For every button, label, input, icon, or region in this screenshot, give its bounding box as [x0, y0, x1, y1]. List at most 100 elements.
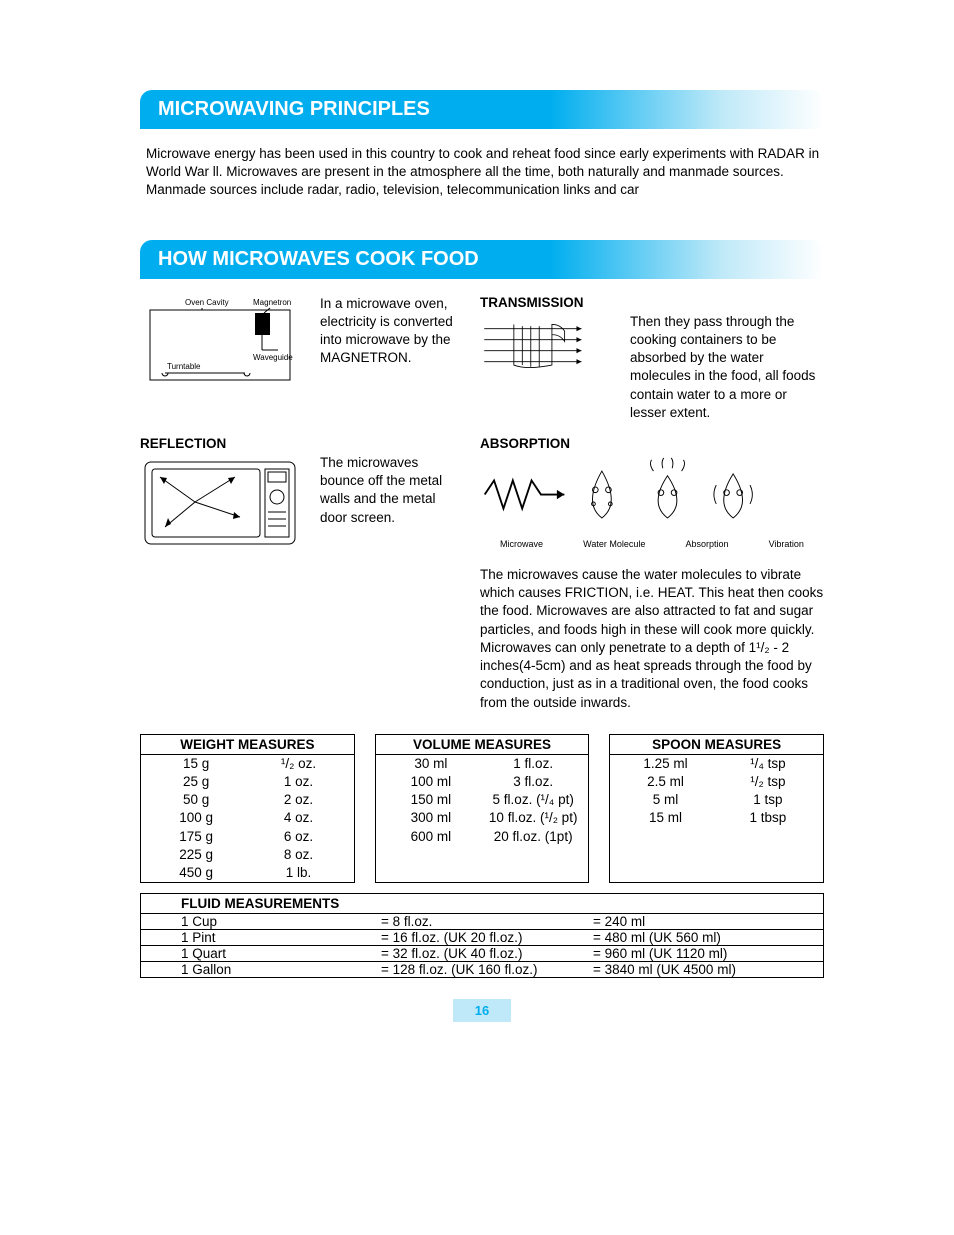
row-magnetron-transmission: Oven Cavity Magnetron Waveguide Turntabl… [140, 295, 824, 422]
table-cell: 150 ml [380, 791, 482, 809]
table-cell: = 240 ml [593, 914, 783, 929]
table-cell: = 480 ml (UK 560 ml) [593, 930, 783, 945]
section-header-cookfood: HOW MICROWAVES COOK FOOD [140, 240, 824, 279]
weight-measures-table: WEIGHT MEASURES 15 g¹/₂ oz.25 g1 oz.50 g… [140, 734, 355, 884]
table-row: 600 ml20 fl.oz. (1pt) [376, 828, 589, 846]
table-row: 25 g1 oz. [141, 773, 354, 791]
table-cell: = 32 fl.oz. (UK 40 fl.oz.) [381, 946, 593, 961]
table-cell: 1 Gallon [181, 962, 381, 977]
svg-text:Turntable: Turntable [167, 362, 201, 371]
table-cell: 450 g [145, 864, 247, 882]
table-row: 1 Cup= 8 fl.oz.= 240 ml [141, 914, 823, 930]
table-cell: 100 ml [380, 773, 482, 791]
page-footer: 16 [140, 1002, 824, 1020]
table-cell: 25 g [145, 773, 247, 791]
table-cell: 8 oz. [247, 846, 349, 864]
table-row: 100 ml3 fl.oz. [376, 773, 589, 791]
table-cell: 1 Cup [181, 914, 381, 929]
table-cell: 10 fl.oz. (¹/₂ pt) [482, 809, 584, 827]
table-row: 100 g4 oz. [141, 809, 354, 827]
table-row: 225 g8 oz. [141, 846, 354, 864]
oven-cavity-diagram: Oven Cavity Magnetron Waveguide Turntabl… [140, 295, 300, 422]
absorption-text: The microwaves cause the water molecules… [480, 566, 824, 712]
table-row: 15 g¹/₂ oz. [141, 755, 354, 773]
table-row: 1 Quart= 32 fl.oz. (UK 40 fl.oz.)= 960 m… [141, 946, 823, 962]
svg-text:Magnetron: Magnetron [253, 298, 291, 307]
principles-body: Microwave energy has been used in this c… [146, 145, 824, 200]
reflection-icon [140, 457, 300, 552]
table-row: 300 ml10 fl.oz. (¹/₂ pt) [376, 809, 589, 827]
table-cell: 1 lb. [247, 864, 349, 882]
table-row: 450 g1 lb. [141, 864, 354, 882]
table-cell: 50 g [145, 791, 247, 809]
absorption-title: ABSORPTION [480, 436, 824, 451]
table-row: 2.5 ml¹/₂ tsp [610, 773, 823, 791]
svg-text:Waveguide: Waveguide [253, 353, 293, 362]
table-header: SPOON MEASURES [614, 737, 819, 752]
table-cell: 2.5 ml [614, 773, 716, 791]
table-cell: 1.25 ml [614, 755, 716, 773]
table-header: FLUID MEASUREMENTS [141, 894, 823, 914]
table-cell: 15 ml [614, 809, 716, 827]
table-row: 1 Pint= 16 fl.oz. (UK 20 fl.oz.)= 480 ml… [141, 930, 823, 946]
row-reflection-absorption: REFLECTION The microwaves bounce off the… [140, 436, 824, 552]
table-cell: = 128 fl.oz. (UK 160 fl.oz.) [381, 962, 593, 977]
table-cell: 4 oz. [247, 809, 349, 827]
transmission-title: TRANSMISSION [480, 295, 610, 310]
table-row: 50 g2 oz. [141, 791, 354, 809]
spoon-measures-table: SPOON MEASURES 1.25 ml¹/₄ tsp2.5 ml¹/₂ t… [609, 734, 824, 884]
absorption-icon [480, 457, 780, 532]
page-number: 16 [453, 999, 511, 1022]
label-water-molecule: Water Molecule [583, 539, 645, 549]
transmission-text: Then they pass through the cooking conta… [630, 313, 824, 422]
table-cell: = 8 fl.oz. [381, 914, 593, 929]
table-cell: 175 g [145, 828, 247, 846]
table-cell: 2 oz. [247, 791, 349, 809]
table-cell: 1 Quart [181, 946, 381, 961]
table-cell: 3 fl.oz. [482, 773, 584, 791]
table-cell: = 3840 ml (UK 4500 ml) [593, 962, 783, 977]
table-row: 30 ml1 fl.oz. [376, 755, 589, 773]
table-header: WEIGHT MEASURES [145, 737, 350, 752]
table-row: 175 g6 oz. [141, 828, 354, 846]
table-cell: 1 oz. [247, 773, 349, 791]
table-cell: 5 fl.oz. (¹/₄ pt) [482, 791, 584, 809]
table-cell: 1 tbsp [717, 809, 819, 827]
magnetron-text: In a microwave oven, electricity is conv… [320, 295, 460, 368]
table-cell: 100 g [145, 809, 247, 827]
measure-tables-row: WEIGHT MEASURES 15 g¹/₂ oz.25 g1 oz.50 g… [140, 734, 824, 884]
table-cell: 15 g [145, 755, 247, 773]
table-cell: 225 g [145, 846, 247, 864]
reflection-title: REFLECTION [140, 436, 300, 451]
table-cell: 1 fl.oz. [482, 755, 584, 773]
table-cell: ¹/₂ oz. [247, 755, 349, 773]
document-page: MICROWAVING PRINCIPLES Microwave energy … [0, 0, 954, 1060]
table-row: 150 ml5 fl.oz. (¹/₄ pt) [376, 791, 589, 809]
table-row: 15 ml1 tbsp [610, 809, 823, 827]
table-cell: 6 oz. [247, 828, 349, 846]
table-cell: 30 ml [380, 755, 482, 773]
label-absorption: Absorption [685, 539, 728, 549]
table-cell: 600 ml [380, 828, 482, 846]
table-cell: 5 ml [614, 791, 716, 809]
table-cell: = 16 fl.oz. (UK 20 fl.oz.) [381, 930, 593, 945]
transmission-icon [480, 316, 590, 375]
table-cell: ¹/₂ tsp [717, 773, 819, 791]
table-cell: 1 tsp [717, 791, 819, 809]
table-cell: ¹/₄ tsp [717, 755, 819, 773]
table-header: VOLUME MEASURES [380, 737, 585, 752]
table-row: 5 ml1 tsp [610, 791, 823, 809]
absorption-labels: Microwave Water Molecule Absorption Vibr… [480, 539, 824, 549]
section-header-principles: MICROWAVING PRINCIPLES [140, 90, 824, 129]
table-cell: = 960 ml (UK 1120 ml) [593, 946, 783, 961]
table-cell: 20 fl.oz. (1pt) [482, 828, 584, 846]
volume-measures-table: VOLUME MEASURES 30 ml1 fl.oz.100 ml3 fl.… [375, 734, 590, 884]
table-row: 1 Gallon= 128 fl.oz. (UK 160 fl.oz.)= 38… [141, 962, 823, 977]
table-cell: 1 Pint [181, 930, 381, 945]
fluid-measurements-table: FLUID MEASUREMENTS 1 Cup= 8 fl.oz.= 240 … [140, 893, 824, 978]
reflection-text: The microwaves bounce off the metal wall… [320, 454, 460, 527]
label-microwave: Microwave [500, 539, 543, 549]
table-row: 1.25 ml¹/₄ tsp [610, 755, 823, 773]
table-cell: 300 ml [380, 809, 482, 827]
svg-text:Oven Cavity: Oven Cavity [185, 298, 229, 307]
